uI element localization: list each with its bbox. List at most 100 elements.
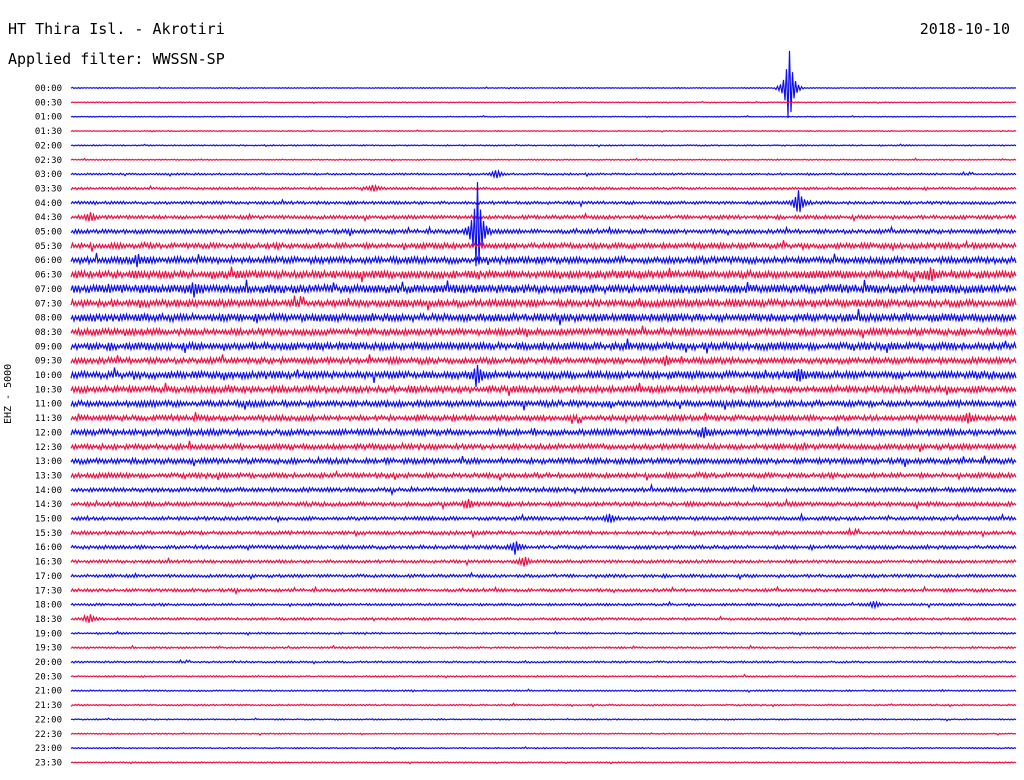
time-tick-label: 14:30 (35, 500, 62, 510)
trace-0600 (70, 252, 1017, 268)
trace-0400 (70, 190, 1017, 213)
time-tick-label: 02:30 (35, 156, 62, 166)
time-tick-label: 09:00 (35, 342, 62, 352)
trace-0900 (70, 338, 1017, 354)
time-tick-label: 10:00 (35, 371, 62, 381)
trace-1400 (70, 482, 1017, 497)
time-tick-label: 12:00 (35, 428, 62, 438)
time-tick-label: 20:00 (35, 658, 62, 668)
time-tick-label: 16:00 (35, 543, 62, 553)
trace-1130 (70, 412, 1017, 425)
trace-0800 (70, 308, 1017, 326)
time-tick-label: 23:30 (35, 758, 62, 768)
trace-1100 (70, 398, 1017, 411)
time-tick-label: 04:30 (35, 213, 62, 223)
time-tick-label: 00:00 (35, 84, 62, 94)
trace-1830 (70, 613, 1017, 624)
trace-1500 (70, 512, 1017, 524)
trace-1900 (70, 630, 1017, 637)
trace-0930 (70, 354, 1017, 367)
time-tick-label: 11:00 (35, 400, 62, 410)
time-tick-label: 07:00 (35, 285, 62, 295)
time-tick-label: 19:30 (35, 644, 62, 654)
trace-0730 (70, 295, 1017, 311)
time-tick-label: 05:30 (35, 242, 62, 252)
time-tick-label: 17:00 (35, 572, 62, 582)
time-tick-label: 21:00 (35, 687, 62, 697)
trace-2330 (70, 761, 1017, 765)
time-tick-label: 03:00 (35, 170, 62, 180)
trace-1200 (70, 426, 1017, 439)
time-tick-label: 16:30 (35, 558, 62, 568)
time-tick-label: 21:30 (35, 701, 62, 711)
trace-0130 (70, 129, 1017, 133)
trace-1230 (70, 440, 1017, 453)
time-tick-label: 14:00 (35, 486, 62, 496)
date-label: 2018-10-10 (919, 20, 1010, 38)
trace-0330 (70, 183, 1017, 193)
trace-1530 (70, 526, 1017, 540)
time-tick-label: 20:30 (35, 672, 62, 682)
trace-0700 (70, 279, 1017, 298)
trace-1000 (70, 364, 1017, 388)
time-tick-label: 03:30 (35, 184, 62, 194)
trace-1630 (70, 556, 1017, 567)
trace-0100 (70, 115, 1017, 119)
trace-0530 (70, 239, 1017, 253)
trace-1730 (70, 585, 1017, 596)
time-tick-label: 18:30 (35, 615, 62, 625)
time-tick-label: 06:30 (35, 271, 62, 281)
time-tick-label: 01:30 (35, 127, 62, 137)
trace-2300 (70, 746, 1017, 751)
trace-2230 (70, 732, 1017, 737)
trace-0500 (70, 182, 1017, 267)
trace-1600 (70, 541, 1017, 555)
trace-1330 (70, 469, 1017, 482)
time-tick-label: 04:00 (35, 199, 62, 209)
time-tick-label: 06:00 (35, 256, 62, 266)
trace-2130 (70, 702, 1017, 708)
trace-0200 (70, 143, 1017, 148)
time-tick-label: 10:30 (35, 385, 62, 395)
time-tick-label: 01:00 (35, 113, 62, 123)
time-tick-label: 12:30 (35, 443, 62, 453)
time-tick-label: 15:30 (35, 529, 62, 539)
time-tick-label: 19:00 (35, 629, 62, 639)
trace-1800 (70, 600, 1017, 610)
trace-1300 (70, 455, 1017, 468)
time-tick-label: 08:30 (35, 328, 62, 338)
trace-2000 (70, 658, 1017, 665)
time-tick-label: 23:00 (35, 744, 62, 754)
trace-2030 (70, 673, 1017, 679)
time-tick-label: 15:00 (35, 515, 62, 525)
time-tick-label: 13:30 (35, 471, 62, 481)
trace-0300 (70, 168, 1017, 180)
trace-1430 (70, 497, 1017, 511)
trace-1930 (70, 644, 1017, 650)
time-tick-label: 00:30 (35, 98, 62, 108)
time-tick-label: 11:30 (35, 414, 62, 424)
time-tick-label: 18:00 (35, 601, 62, 611)
trace-0430 (70, 211, 1017, 223)
filter-label: Applied filter: WWSSN-SP (8, 50, 225, 68)
trace-1700 (70, 571, 1017, 581)
station-title: HT Thira Isl. - Akrotiri (8, 20, 225, 38)
time-tick-label: 22:30 (35, 730, 62, 740)
trace-0830 (70, 325, 1017, 339)
time-tick-label: 02:00 (35, 141, 62, 151)
time-tick-label: 17:30 (35, 586, 62, 596)
trace-2200 (70, 717, 1017, 722)
trace-1030 (70, 382, 1017, 397)
time-tick-label: 13:00 (35, 457, 62, 467)
trace-0230 (70, 157, 1017, 162)
time-tick-label: 09:30 (35, 357, 62, 367)
trace-0000 (70, 50, 1017, 117)
time-tick-label: 05:00 (35, 228, 62, 238)
time-tick-label: 07:30 (35, 299, 62, 309)
trace-2100 (70, 688, 1017, 694)
time-tick-label: 08:00 (35, 314, 62, 324)
trace-0030 (70, 100, 1017, 105)
trace-0630 (70, 266, 1017, 283)
time-tick-label: 22:00 (35, 715, 62, 725)
